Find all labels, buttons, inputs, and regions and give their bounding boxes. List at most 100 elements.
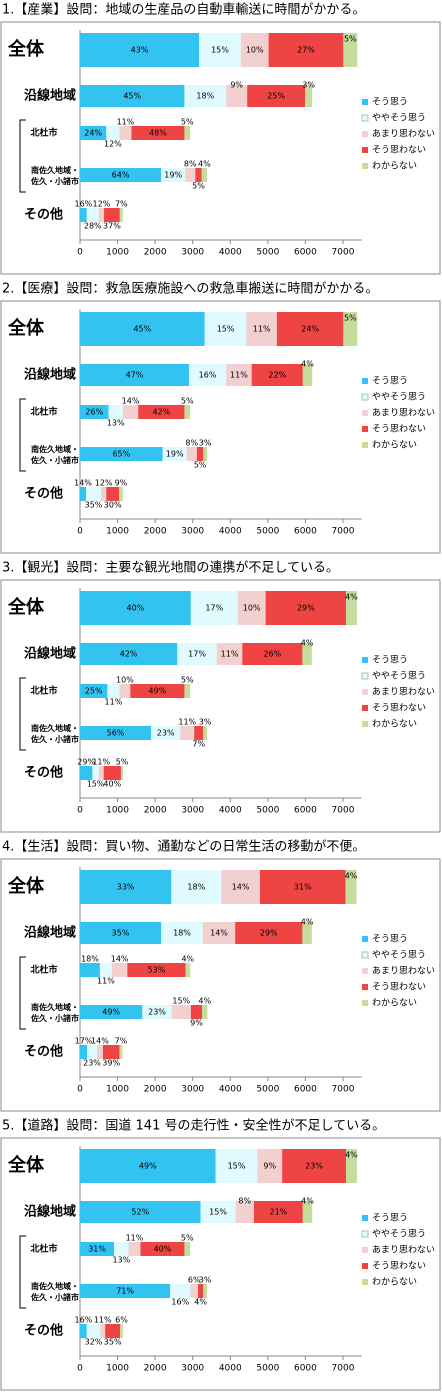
bar-segment [257,1149,283,1183]
bar-segment [120,1324,123,1338]
value-label: 18% [187,883,205,892]
bar-segment [197,1284,204,1298]
bar-segment [80,85,185,107]
legend-label: わからない [372,998,417,1009]
value-label: 5% [192,182,205,191]
bar-segment [268,33,344,67]
bar-segment [98,766,104,780]
x-tick-label: 1000 [106,1364,129,1374]
value-label: 9% [230,81,243,90]
value-label: 10% [246,46,264,55]
chart-panel: 4.【生活】設問：買い物、通勤などの日常生活の移動が不便。 0 1000 2000 30… [0,839,441,1112]
value-label: 29% [77,758,95,767]
bar-segment [184,405,191,419]
value-label: 5% [181,397,194,406]
bar-segment [188,364,227,386]
bar-segment [251,364,303,386]
value-label: 35% [104,1338,122,1347]
x-tick-label: 7000 [332,1085,355,1095]
x-tick-label: 1000 [106,806,129,816]
bar-segment [122,405,139,419]
x-tick-label: 5000 [256,1085,279,1095]
value-label: 11% [94,1316,112,1325]
category-label: 沿線地域 [24,925,76,941]
category-label: その他 [24,207,63,223]
legend-label: そう思う [372,1213,408,1224]
bar-segment [80,1045,88,1059]
legend-label: そう思う [372,934,408,945]
value-label: 11% [97,977,115,986]
value-label: 26% [85,408,103,417]
value-label: 3% [302,81,315,90]
legend-label: そう思わない [372,424,426,435]
chart-panel: 2.【医療】設問：救急医療施設への救急車搬送に時間がかかる。 0 1000 2000 3… [0,281,441,554]
legend-swatch [362,378,368,384]
category-label: 南佐久地域・佐久・小諸市 [30,444,79,465]
value-label: 4% [198,160,211,169]
value-label: 29% [297,604,315,613]
x-tick-label: 1000 [106,1085,129,1095]
bar-segment [204,312,247,346]
value-label: 13% [107,419,125,428]
chart-panel: 3.【観光】設問：主要な観光地間の連携が不足している。 0 1000 2000 3000… [0,560,441,833]
x-tick-label: 3000 [181,806,204,816]
value-label: 18% [196,92,214,101]
value-label: 49% [102,1008,120,1017]
value-label: 16% [74,1316,92,1325]
value-label: 3% [199,1276,212,1285]
category-label: 南佐久地域・佐久・小諸市 [30,723,79,744]
value-label: 4% [301,360,314,369]
value-label: 11% [105,698,123,707]
chart-title: 1.【産業】設問：地域の生産品の自動車輸送に時間がかかる。 [2,2,365,18]
value-label: 24% [84,129,102,138]
legend-swatch [362,721,368,727]
legend-label: わからない [372,161,417,172]
x-tick-label: 5000 [256,806,279,816]
value-label: 12% [95,479,113,488]
value-label: 14% [91,1037,109,1046]
x-tick-label: 0 [77,527,83,537]
x-tick-label: 6000 [294,527,317,537]
bar-segment [142,1005,172,1019]
value-label: 17% [188,650,206,659]
bar-segment [104,208,120,222]
bar-segment [102,1045,120,1059]
bar-segment [265,591,347,625]
legend-label: そう思わない [372,982,426,993]
legend-swatch [361,951,369,959]
value-label: 11% [117,118,135,127]
value-label: 33% [117,883,135,892]
bar-segment [235,1201,254,1223]
legend-swatch [362,968,368,974]
bar-segment [305,85,313,107]
value-label: 14% [232,883,250,892]
bar-segment [184,684,191,698]
category-label: 北杜市 [30,406,57,418]
legend-label: わからない [372,440,417,451]
bar-segment [119,1045,123,1059]
value-label: 7% [115,1037,128,1046]
value-label: 49% [149,687,167,696]
value-label: 4% [345,1151,358,1160]
value-label: 45% [133,325,151,334]
bar-segment [190,1005,203,1019]
category-label: 北杜市 [30,127,57,139]
value-label: 71% [116,1287,134,1296]
value-label: 65% [112,450,130,459]
bar-segment [131,126,185,140]
value-label: 12% [93,200,111,209]
legend-swatch [361,393,369,401]
x-tick-label: 5000 [256,248,279,258]
value-label: 21% [269,1208,287,1217]
value-label: 4% [345,872,358,881]
value-label: 18% [173,929,191,938]
value-label: 15% [209,1208,227,1217]
value-label: 5% [116,758,129,767]
group-bracket [19,398,26,472]
value-label: 7% [115,200,128,209]
legend-swatch [362,689,368,695]
value-label: 37% [103,222,121,231]
value-label: 4% [301,918,314,927]
value-label: 5% [344,314,357,323]
